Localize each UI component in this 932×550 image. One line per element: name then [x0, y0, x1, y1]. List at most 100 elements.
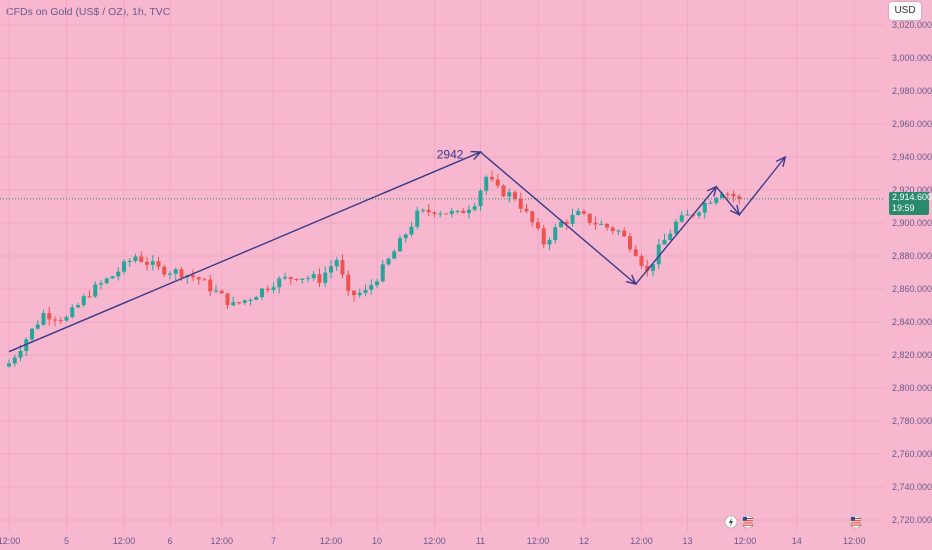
candle-body: [202, 279, 207, 281]
candle-body: [633, 249, 638, 256]
candle-body: [398, 238, 402, 252]
arrow-head: [706, 185, 718, 197]
candle-body: [357, 292, 362, 296]
candle-body: [513, 192, 517, 199]
candle-body: [616, 230, 621, 232]
projection-path: [8, 151, 786, 353]
y-tick-label: 2,780.000: [892, 416, 932, 426]
y-tick-label: 2,820.000: [892, 350, 932, 360]
candle-body: [110, 276, 115, 279]
candle-body: [737, 196, 742, 199]
arrow-head: [470, 150, 482, 161]
candle-body: [340, 260, 345, 275]
candle-body: [93, 284, 98, 297]
candle-body: [524, 208, 529, 212]
candle-body: [610, 227, 615, 232]
candle-body: [564, 221, 569, 224]
x-tick-label: 5: [64, 536, 69, 546]
candle-body: [317, 274, 322, 283]
candle-body: [432, 212, 437, 214]
time-axis[interactable]: 12:00 5 12:00 6 12:00 7 12:00 10 12:00 11 12:00 12 1…: [0, 536, 866, 546]
candle-body: [225, 293, 230, 306]
x-tick-label: 12: [579, 536, 589, 546]
x-tick-label: 12:00: [734, 536, 757, 546]
candle-body: [329, 266, 333, 273]
candle-body: [346, 274, 351, 291]
annotations: 2942: [0, 148, 884, 353]
y-tick-label: 2,740.000: [892, 482, 932, 492]
candle-body: [288, 276, 293, 279]
candle-body: [472, 206, 477, 210]
candle-body: [87, 296, 92, 298]
grid: [0, 0, 884, 532]
candle-body: [392, 251, 397, 259]
candle-body: [587, 213, 592, 223]
last-price-label: 2,914.600 19:59: [889, 192, 932, 215]
candle-body: [306, 278, 310, 280]
x-tick-label: 12:00: [423, 536, 446, 546]
candle-body: [530, 211, 535, 223]
y-tick-label: 2,900.000: [892, 218, 932, 228]
price-axis[interactable]: 3,020.000 3,000.000 2,980.000 2,960.000 2,94…: [892, 20, 932, 525]
candle-body: [484, 176, 489, 191]
candle-body: [265, 288, 270, 290]
candle-body: [162, 266, 167, 275]
currency-button[interactable]: USD: [889, 2, 921, 20]
candle-body: [196, 277, 201, 280]
candle-body: [622, 230, 627, 237]
candle-body: [702, 202, 707, 213]
x-tick-label: 10: [372, 536, 382, 546]
candle-body: [541, 228, 546, 245]
candle-body: [294, 278, 299, 280]
arrow-head: [775, 155, 787, 167]
candle-body: [116, 271, 121, 277]
y-tick-label: 3,020.000: [892, 20, 932, 30]
candle-body: [731, 193, 736, 197]
x-tick-label: 12:00: [320, 536, 343, 546]
event-us-flag-icon[interactable]: [849, 515, 863, 529]
peak-annotation-label: 2942: [437, 148, 464, 162]
candle-body: [139, 256, 144, 262]
candle-body: [168, 273, 172, 275]
candle-body: [449, 211, 454, 214]
x-tick-label: 7: [271, 536, 276, 546]
candle-body: [179, 269, 184, 278]
candle-body: [133, 256, 138, 261]
candle-body: [599, 223, 604, 225]
x-tick-label: 12:00: [0, 536, 20, 546]
candle-body: [605, 223, 609, 228]
arrow-head: [729, 204, 741, 216]
candle-body: [628, 236, 632, 250]
candle-body: [277, 278, 282, 288]
event-flash-icon[interactable]: [724, 515, 738, 529]
candle-body: [518, 198, 523, 209]
candle-body: [547, 239, 552, 245]
event-markers[interactable]: [724, 515, 863, 529]
x-tick-label: 12:00: [630, 536, 653, 546]
y-tick-label: 2,940.000: [892, 152, 932, 162]
candle-body: [30, 328, 34, 340]
x-tick-label: 12:00: [210, 536, 233, 546]
y-tick-label: 2,880.000: [892, 251, 932, 261]
candle-body: [651, 264, 655, 271]
event-us-flag-icon[interactable]: [741, 515, 755, 529]
candle-body: [369, 285, 374, 290]
candle-body: [421, 209, 425, 211]
candle-body: [311, 274, 316, 279]
x-tick-label: 12:00: [527, 536, 550, 546]
candle-body: [47, 313, 52, 320]
candle-body: [237, 302, 241, 304]
candle-body: [553, 227, 558, 240]
y-tick-label: 2,980.000: [892, 86, 932, 96]
last-price-value: 2,914.600: [892, 192, 932, 202]
candle-body: [231, 302, 236, 306]
candle-body: [725, 193, 730, 195]
x-tick-label: 6: [167, 536, 172, 546]
candle-body: [570, 214, 575, 224]
candle-body: [495, 179, 500, 186]
candle-body: [461, 210, 466, 214]
candle-body: [99, 283, 103, 285]
x-tick-label: 11: [476, 536, 485, 546]
candle-body: [507, 192, 512, 197]
